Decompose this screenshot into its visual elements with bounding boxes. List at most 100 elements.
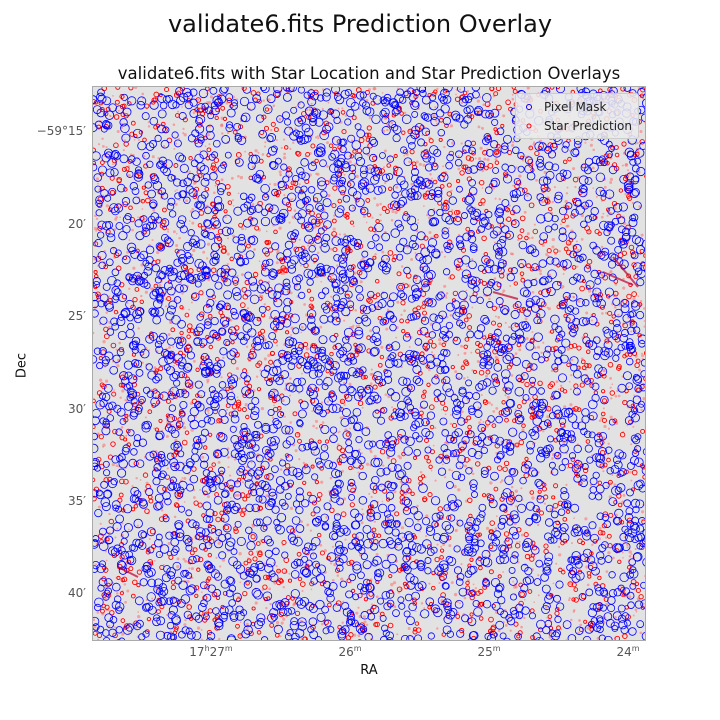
prediction-speckle <box>360 452 363 455</box>
prediction-speckle <box>425 514 429 518</box>
prediction-speckle <box>417 107 420 110</box>
star-prediction-point <box>613 145 619 150</box>
prediction-speckle <box>102 443 106 447</box>
star-prediction-point <box>331 218 337 224</box>
prediction-speckle <box>325 516 328 519</box>
star-prediction-point <box>372 384 378 390</box>
prediction-speckle <box>386 128 389 132</box>
star-prediction-point <box>304 179 310 184</box>
prediction-speckle <box>628 554 632 558</box>
pixel-mask-point <box>308 369 318 379</box>
prediction-speckle <box>438 342 442 346</box>
star-prediction-point <box>478 565 483 571</box>
prediction-speckle <box>511 93 514 96</box>
star-prediction-point <box>634 362 640 368</box>
pixel-mask-point <box>178 112 187 120</box>
prediction-speckle <box>93 618 96 622</box>
star-prediction-point <box>352 149 357 154</box>
prediction-speckle <box>445 440 449 444</box>
star-prediction-point <box>349 154 354 159</box>
prediction-speckle <box>131 228 134 232</box>
prediction-speckle <box>558 249 561 253</box>
prediction-speckle <box>626 543 629 546</box>
star-prediction-point <box>341 129 347 135</box>
star-prediction-point <box>214 625 220 631</box>
pixel-mask-point <box>144 181 152 189</box>
prediction-speckle <box>178 137 180 140</box>
pixel-mask-point <box>551 528 560 537</box>
star-prediction-point <box>537 380 543 386</box>
prediction-speckle <box>465 289 468 292</box>
star-prediction-point <box>481 493 487 498</box>
prediction-speckle <box>428 231 432 234</box>
star-prediction-point <box>480 198 486 204</box>
star-prediction-point <box>465 580 470 586</box>
star-prediction-point <box>464 337 470 342</box>
prediction-speckle <box>126 250 130 254</box>
pixel-mask-point <box>636 311 645 320</box>
prediction-speckle <box>263 338 267 342</box>
prediction-speckle <box>158 283 162 287</box>
prediction-speckle <box>511 143 515 147</box>
prediction-speckle <box>172 345 175 348</box>
prediction-speckle <box>449 422 453 426</box>
prediction-speckle <box>236 396 239 399</box>
star-prediction-point <box>463 456 470 463</box>
prediction-speckle <box>202 250 206 254</box>
prediction-speckle <box>417 222 419 224</box>
star-prediction-point <box>287 206 292 212</box>
prediction-speckle <box>218 531 222 535</box>
star-prediction-point <box>226 191 231 196</box>
star-prediction-point <box>438 137 443 142</box>
prediction-speckle <box>316 251 320 255</box>
prediction-speckle <box>300 264 302 267</box>
prediction-speckle <box>409 335 413 339</box>
star-prediction-point <box>110 441 116 447</box>
pixel-mask-point <box>308 162 317 172</box>
star-prediction-point <box>103 110 109 117</box>
star-prediction-point <box>463 317 469 323</box>
prediction-speckle <box>457 155 460 158</box>
pixel-mask-point <box>546 256 555 265</box>
prediction-speckle <box>139 479 142 481</box>
pixel-mask-point <box>149 116 159 126</box>
star-prediction-point <box>466 313 472 319</box>
star-prediction-point <box>440 548 445 553</box>
prediction-speckle <box>287 290 290 293</box>
prediction-speckle <box>585 565 589 569</box>
pixel-mask-point <box>617 225 626 234</box>
prediction-speckle <box>584 517 588 521</box>
star-prediction-point <box>642 474 645 480</box>
prediction-speckle <box>214 300 217 302</box>
prediction-speckle <box>183 476 187 480</box>
prediction-speckle <box>175 142 178 145</box>
prediction-speckle <box>415 279 417 282</box>
star-prediction-point <box>414 621 420 626</box>
prediction-speckle <box>480 393 483 397</box>
pixel-mask-point <box>292 327 300 335</box>
star-prediction-point <box>249 348 256 354</box>
pixel-mask-point <box>320 424 330 435</box>
star-prediction-point <box>245 414 250 420</box>
prediction-speckle <box>585 311 589 315</box>
prediction-speckle <box>576 265 579 268</box>
star-prediction-point <box>367 298 373 304</box>
star-prediction-point <box>220 105 226 111</box>
star-prediction-point <box>446 535 452 541</box>
star-prediction-point <box>192 547 198 553</box>
pixel-mask-point <box>345 590 354 599</box>
prediction-speckle <box>417 520 420 523</box>
prediction-speckle <box>156 250 160 255</box>
prediction-speckle <box>323 524 325 527</box>
star-prediction-point <box>394 511 400 517</box>
star-prediction-point <box>607 362 614 368</box>
prediction-speckle <box>497 629 501 633</box>
star-prediction-point <box>101 576 107 582</box>
prediction-speckle <box>232 234 236 238</box>
star-prediction-point <box>562 159 568 165</box>
prediction-speckle <box>183 426 187 430</box>
star-prediction-point <box>187 536 193 543</box>
prediction-speckle <box>606 485 609 488</box>
star-prediction-point <box>160 121 166 127</box>
prediction-speckle <box>219 565 222 568</box>
